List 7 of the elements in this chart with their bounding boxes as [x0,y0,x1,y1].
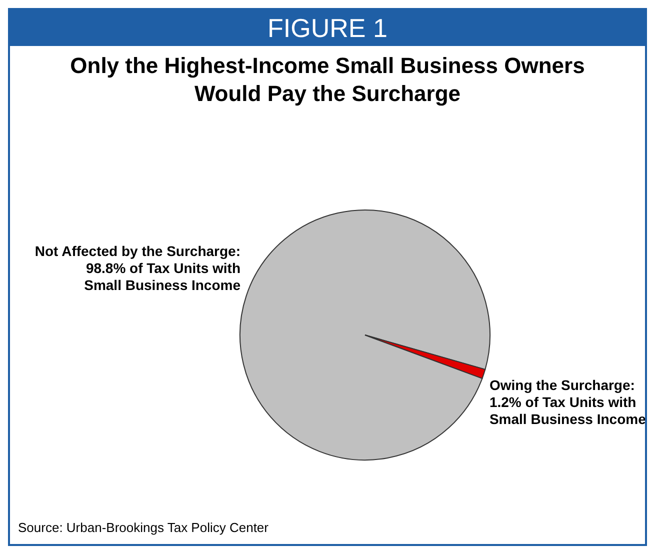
slice-label: Not Affected by the Surcharge: 98.8% of Tax Units with Small Business Income [34,243,241,294]
pie-slice [240,210,490,460]
chart-title: Only the Highest-Income Small Business Owners Would Pay the Surcharge [69,52,586,108]
source-note: Source: Urban-Brookings Tax Policy Center [18,520,268,535]
caption: FIGURE 1 [10,10,645,46]
slice-label: Owing the Surcharge: 1.2% of Tax Units with Small Business Income [489,376,646,427]
pie-slice [364,334,486,379]
